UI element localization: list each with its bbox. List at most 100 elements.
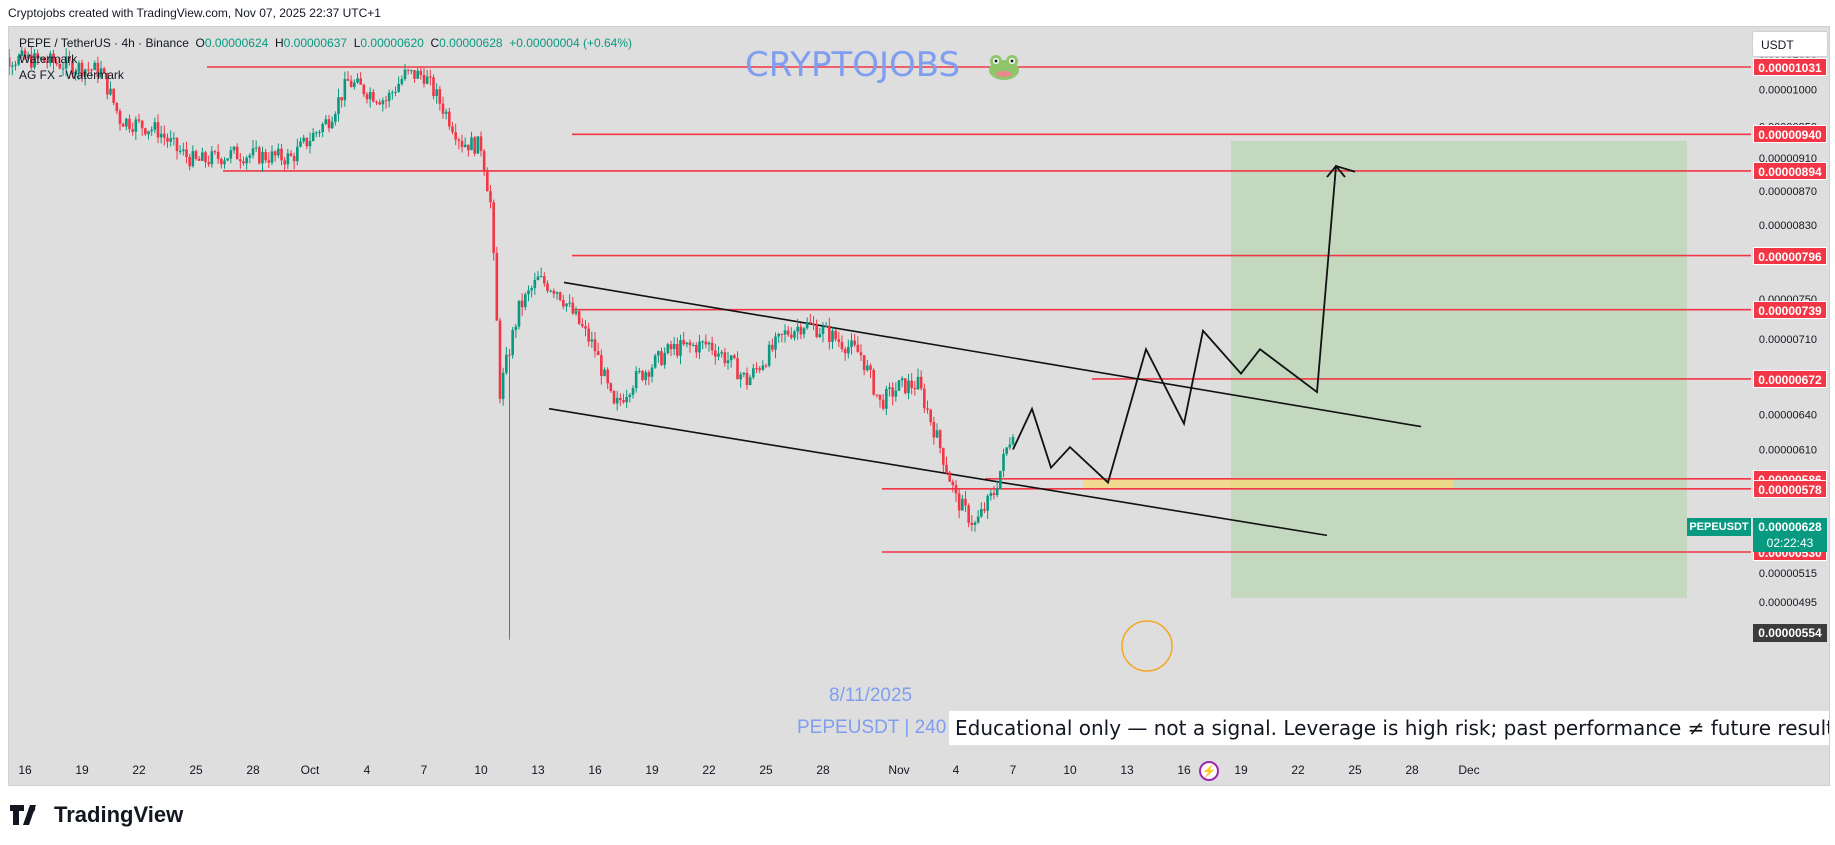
x-tick-label: 4 [953, 763, 960, 777]
candle-body [302, 137, 305, 142]
candle-body [495, 252, 499, 321]
candle-body [935, 430, 939, 438]
candle-body [790, 334, 793, 338]
lightning-icon[interactable]: ⚡ [1199, 761, 1219, 781]
candle-body [254, 147, 258, 149]
candle-body [663, 353, 666, 365]
candle-body [239, 159, 242, 162]
candle-body [910, 380, 913, 388]
candle-body [672, 344, 676, 350]
legend-change: +0.00000004 (+0.64%) [509, 36, 632, 50]
candle-body [213, 151, 217, 153]
legend-indicator-agfx: AG FX - Watermark [19, 68, 124, 82]
candle-body [536, 276, 540, 280]
candle-body [682, 340, 685, 345]
candle-body [150, 129, 153, 132]
candle-body [467, 144, 470, 151]
candle-body [74, 71, 77, 75]
candle-body [277, 148, 280, 156]
candle-body [292, 155, 296, 162]
candle-body [36, 53, 39, 59]
candle-body [147, 131, 150, 135]
brand-watermark: CRYPTOJOBS [745, 45, 1021, 85]
candle-body [938, 430, 942, 449]
candle-body [802, 328, 806, 335]
candle-body [14, 64, 17, 66]
candle-body [115, 102, 119, 112]
candle-body [23, 50, 27, 59]
candle-body [752, 368, 755, 378]
candle-body [223, 160, 226, 165]
x-tick-label: Dec [1458, 763, 1479, 777]
candle-body [821, 326, 825, 334]
candle-body [479, 136, 483, 152]
x-tick-label: 19 [75, 763, 89, 777]
candle-body [881, 399, 885, 409]
candle-body [87, 69, 90, 71]
chart-panel[interactable]: 0.000010500.000010000.000009500.00000910… [8, 26, 1830, 786]
demand-zone-layer [1083, 478, 1453, 489]
candle-body [973, 522, 977, 525]
dark-level-tag: 0.00000554 [1753, 624, 1827, 642]
candle-body [888, 387, 891, 389]
candle-body [568, 302, 571, 304]
candle-body [476, 136, 480, 154]
candle-body [330, 121, 334, 129]
candle-body [26, 54, 30, 59]
candle-body [169, 138, 172, 142]
currency-selector[interactable]: USDT [1752, 31, 1828, 57]
x-tick-label: 19 [645, 763, 659, 777]
candle-body [359, 78, 362, 85]
candle-body [220, 158, 223, 165]
candle-body [432, 77, 435, 97]
swing-low-circle [1121, 620, 1173, 672]
candle-body [226, 158, 229, 161]
tradingview-logo[interactable]: TradingView [10, 800, 183, 830]
candle-body [498, 320, 502, 399]
x-tick-label: 28 [246, 763, 260, 777]
candle-body [296, 146, 299, 162]
candle-body [780, 333, 784, 335]
candle-body [612, 390, 616, 404]
candle-body [368, 92, 372, 100]
candle-body [463, 144, 467, 147]
candle-body [334, 114, 337, 122]
candle-body [600, 355, 603, 376]
candle-body [543, 276, 546, 284]
legend-close: 0.00000628 [439, 36, 503, 50]
candle-body [144, 128, 147, 135]
x-tick-label: 22 [1291, 763, 1305, 777]
candle-body [904, 378, 907, 394]
candle-body [131, 129, 134, 132]
candle-body [419, 70, 423, 75]
live-symbol-label: PEPEUSDT [1687, 518, 1751, 536]
candle-body [774, 336, 777, 350]
legend-open: 0.00000624 [204, 36, 269, 50]
candle-body [777, 333, 780, 337]
candle-body [742, 372, 746, 375]
candle-body [394, 91, 397, 93]
chart-canvas[interactable]: 0.000010500.000010000.000009500.00000910… [9, 27, 1829, 785]
candle-body [834, 330, 837, 340]
candle-body [17, 55, 20, 65]
watermark-text: CRYPTOJOBS [745, 45, 961, 85]
candle-body [210, 151, 214, 165]
x-tick-label: Nov [888, 763, 909, 777]
candle-body [907, 380, 910, 394]
candle-body [441, 103, 445, 114]
candle-body [714, 350, 717, 357]
candle-body [403, 69, 407, 80]
candle-body [828, 325, 831, 342]
candle-body [413, 70, 416, 79]
candle-body [52, 53, 55, 63]
legend-indicator-watermark: Watermark [19, 52, 78, 66]
frog-icon [988, 54, 1019, 80]
candle-body [809, 321, 812, 324]
candle-body [387, 92, 391, 101]
candle-body [362, 84, 366, 95]
candle-body [188, 157, 191, 167]
candle-body [280, 148, 283, 161]
price-level-tag: 0.00000578 [1753, 479, 1827, 498]
candle-body [878, 394, 882, 400]
chart-caption: Cryptojobs created with TradingView.com,… [8, 6, 381, 20]
